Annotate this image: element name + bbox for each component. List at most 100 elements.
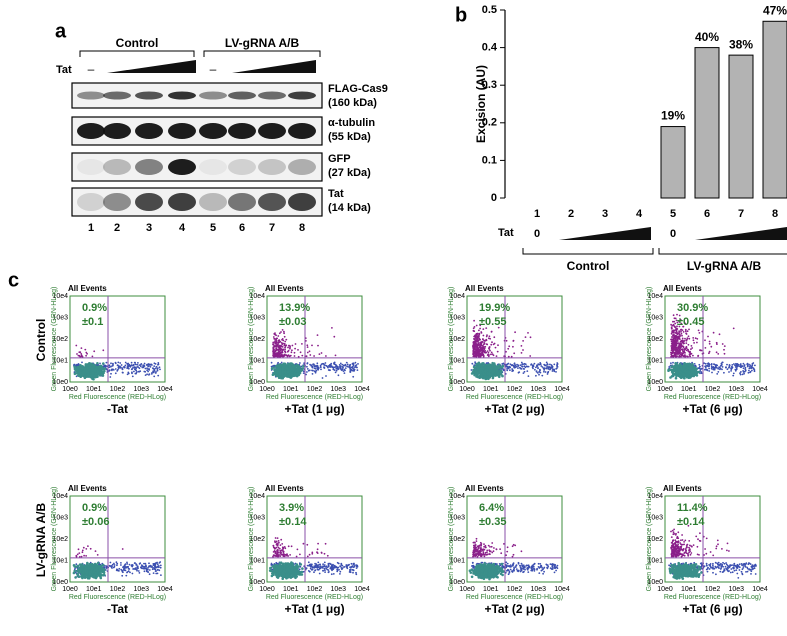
event-dot xyxy=(490,344,492,346)
event-dot xyxy=(331,327,333,329)
event-dot xyxy=(537,372,539,374)
event-dot xyxy=(720,365,722,367)
event-dot xyxy=(497,372,500,375)
event-dot xyxy=(686,370,689,373)
event-dot xyxy=(675,377,678,380)
event-dot xyxy=(143,563,145,565)
event-dot xyxy=(688,344,690,346)
event-dot xyxy=(125,362,127,364)
lane-number: 1 xyxy=(88,222,94,234)
event-dot xyxy=(92,356,94,358)
band xyxy=(288,123,316,139)
x-tick-label: 10e3 xyxy=(530,386,546,393)
event-dot xyxy=(126,367,128,369)
event-dot xyxy=(133,371,135,373)
panel-label: a xyxy=(55,20,67,42)
event-dot xyxy=(311,345,313,347)
x-axis-title: Red Fluorescence (RED-HLog) xyxy=(69,394,166,401)
event-dot xyxy=(352,376,354,378)
event-dot xyxy=(327,367,329,369)
event-dot xyxy=(120,367,122,369)
event-dot xyxy=(684,362,687,365)
event-dot xyxy=(280,331,282,333)
event-dot xyxy=(136,364,138,366)
event-dot xyxy=(475,334,477,336)
event-dot xyxy=(319,353,321,355)
event-dot xyxy=(501,363,503,365)
event-dot xyxy=(522,364,524,366)
event-dot xyxy=(522,349,524,351)
band xyxy=(199,159,227,175)
x-tick-label: 10e2 xyxy=(110,386,126,393)
x-tick-label: 10e0 xyxy=(62,386,78,393)
event-dot xyxy=(538,371,540,373)
event-dot xyxy=(280,355,282,357)
event-dot xyxy=(530,336,532,338)
event-dot xyxy=(475,369,478,372)
event-dot xyxy=(679,349,681,351)
event-dot xyxy=(157,364,159,366)
x-tick-label: 10e2 xyxy=(507,386,523,393)
event-dot xyxy=(320,369,322,371)
event-dot xyxy=(125,567,127,569)
event-dot xyxy=(687,337,689,339)
event-dot xyxy=(682,372,685,375)
event-dot xyxy=(676,341,678,343)
event-dot xyxy=(736,368,738,370)
event-dot xyxy=(716,373,718,375)
bracket xyxy=(523,248,653,254)
event-dot xyxy=(149,569,151,571)
event-dot xyxy=(129,572,131,574)
event-dot xyxy=(306,366,308,368)
event-dot xyxy=(316,362,318,364)
event-dot xyxy=(314,370,316,372)
band-name: GFP xyxy=(328,153,351,165)
event-dot xyxy=(284,371,287,374)
event-dot xyxy=(119,362,121,364)
event-dot xyxy=(335,372,337,374)
x-tick-label: 10e1 xyxy=(86,386,102,393)
event-dot xyxy=(356,367,358,369)
event-dot xyxy=(140,363,142,365)
event-dot xyxy=(517,366,519,368)
event-dot xyxy=(136,371,138,373)
event-dot xyxy=(473,351,475,353)
event-dot xyxy=(675,371,678,374)
event-dot xyxy=(93,350,95,352)
flow-plot xyxy=(73,545,162,579)
event-dot xyxy=(122,368,124,370)
event-dot xyxy=(545,371,547,373)
event-dot xyxy=(687,356,689,358)
event-dot xyxy=(686,349,688,351)
event-dot xyxy=(115,362,117,364)
band xyxy=(228,159,256,175)
event-dot xyxy=(513,366,515,368)
x-tick-label: 10e4 xyxy=(554,386,570,393)
event-dot xyxy=(484,346,486,348)
event-dot xyxy=(508,345,510,347)
event-dot xyxy=(534,369,536,371)
event-dot xyxy=(75,345,77,347)
event-dot xyxy=(148,566,150,568)
event-dot xyxy=(521,352,523,354)
event-dot xyxy=(735,366,737,368)
event-dot xyxy=(743,373,745,375)
event-dot xyxy=(508,356,510,358)
band xyxy=(228,193,256,211)
band xyxy=(168,193,196,211)
event-dot xyxy=(671,327,673,329)
event-dot xyxy=(289,364,292,367)
x-tick-label: 10e3 xyxy=(330,386,346,393)
event-dot xyxy=(139,562,141,564)
event-dot xyxy=(487,378,490,381)
event-dot xyxy=(115,372,117,374)
event-dot xyxy=(708,370,710,372)
event-dot xyxy=(74,576,77,579)
event-dot xyxy=(674,362,677,365)
event-dot xyxy=(532,366,534,368)
event-dot xyxy=(102,574,105,577)
event-dot xyxy=(292,366,295,369)
event-dot xyxy=(709,343,711,345)
event-dot xyxy=(688,329,690,331)
